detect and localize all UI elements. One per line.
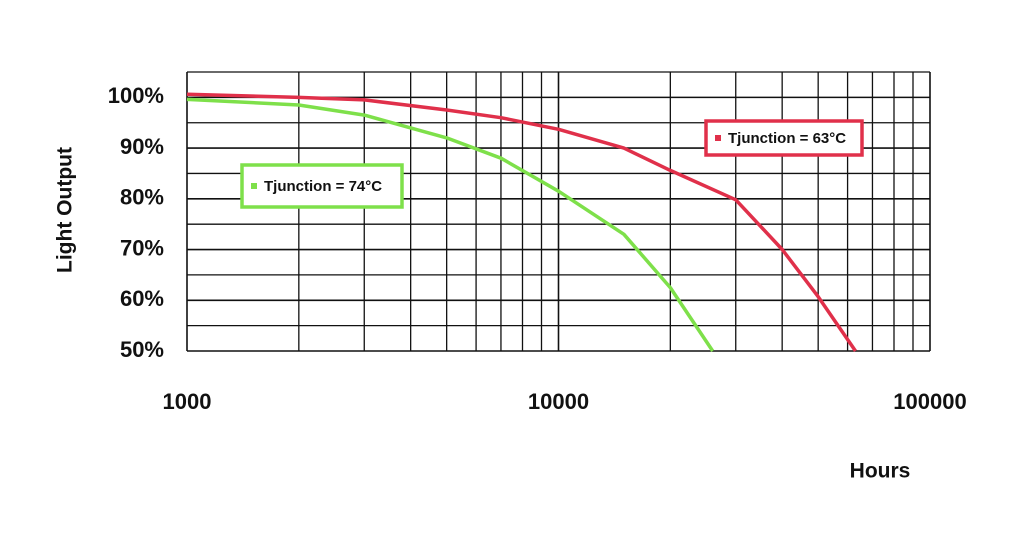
x-tick-label: 100000 — [893, 389, 966, 414]
y-tick-label: 50% — [120, 337, 164, 362]
y-axis-title: Light Output — [54, 147, 77, 273]
x-axis-title: Hours — [850, 460, 911, 483]
legend-marker — [251, 183, 257, 189]
x-tick-label: 10000 — [528, 389, 589, 414]
line-series — [186, 92, 857, 352]
y-tick-label: 70% — [120, 235, 164, 260]
y-tick-label: 60% — [120, 286, 164, 311]
y-tick-label: 90% — [120, 134, 164, 159]
legend-box — [704, 119, 864, 157]
legend-label: Tjunction = 74°C — [264, 178, 382, 195]
legend-marker — [715, 135, 721, 141]
y-tick-label: 100% — [108, 83, 164, 108]
legend-label: Tjunction = 63°C — [728, 130, 846, 147]
legend-box — [240, 163, 404, 209]
line-series — [186, 97, 715, 352]
y-tick-label: 80% — [120, 185, 164, 210]
x-tick-label: 1000 — [163, 389, 212, 414]
